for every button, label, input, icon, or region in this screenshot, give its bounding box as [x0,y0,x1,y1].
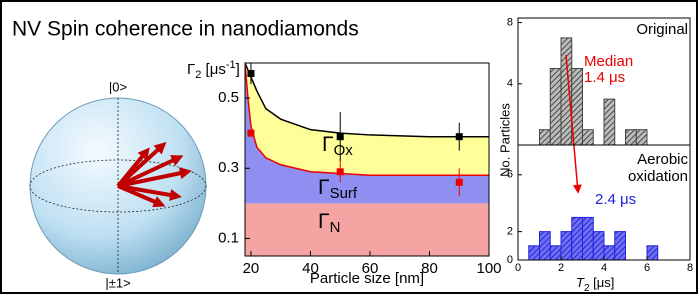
data-point [456,133,463,140]
median-value: 1.4 μs [584,69,625,86]
histogram-bar [593,232,604,260]
x-tick-label: 8 [687,262,693,274]
y-tick-label: 8 [507,16,513,28]
region-subscript: N [330,219,341,236]
histogram-bar [540,130,551,145]
x-axis-label: Particle size [nm] [310,270,424,287]
histogram-bar [550,68,561,145]
panel-label: oxidation [628,168,688,185]
x-tick-label: 20 [243,260,260,277]
histogram-bar [604,246,615,260]
figure-title: NV Spin coherence in nanodiamonds [12,18,359,41]
x-tick-label: 6 [644,262,650,274]
histogram-bar [583,130,594,145]
data-point [337,133,344,140]
y-tick-label: 2 [507,226,513,238]
x-tick-label: 0 [515,262,521,274]
panel-label: Original [636,21,688,38]
histogram-bar [572,217,583,260]
histogram-bar [615,232,626,260]
y-tick-label: 0.5 [218,89,239,106]
x-tick-label: 2 [558,262,564,274]
median-value: 2.4 μs [595,191,636,208]
y-tick-label: 0.3 [218,159,239,176]
x-tick-label: 4 [601,262,607,274]
median-label: Median [584,53,633,70]
histogram-bar [604,99,615,145]
y-tick-label: 6 [507,169,513,181]
x-tick-label: 100 [476,260,501,277]
histogram-bar [583,217,594,260]
state-label: |±1> [105,275,130,290]
panel-label: Aerobic [637,151,688,168]
y-axis-label-part: ] [236,61,240,78]
y-axis-label-part: Γ [187,61,195,78]
data-point [456,179,463,186]
histogram-bar [647,246,658,260]
histogram-bar [550,246,561,260]
data-point [247,70,254,77]
histogram-bar [636,130,647,145]
data-point [337,168,344,175]
state-label: |0> [109,79,127,94]
region-symbol: Γ [318,176,330,199]
band-n [245,203,489,256]
histogram-bar [540,232,551,260]
region-subscript: Ox [334,142,354,159]
y-tick-label: 4 [507,78,513,90]
y-axis-label-part: [μs [201,61,225,78]
region-symbol: Γ [318,210,330,233]
y-axis-label: No. Particles [497,103,512,177]
y-axis-label-part: -1 [226,59,236,71]
histogram-bar [561,38,572,145]
x-axis-label-part: [μs] [590,275,615,290]
data-point [247,130,254,137]
y-tick-label: 0.1 [218,229,239,246]
histogram-bar [529,246,540,260]
histogram-bar [561,232,572,260]
region-subscript: Surf [330,185,358,202]
figure: NV Spin coherence in nanodiamonds |0> |±… [0,0,698,294]
region-symbol: Γ [322,133,334,156]
y-tick-label: 0 [507,254,513,266]
histogram-bar [626,130,637,145]
